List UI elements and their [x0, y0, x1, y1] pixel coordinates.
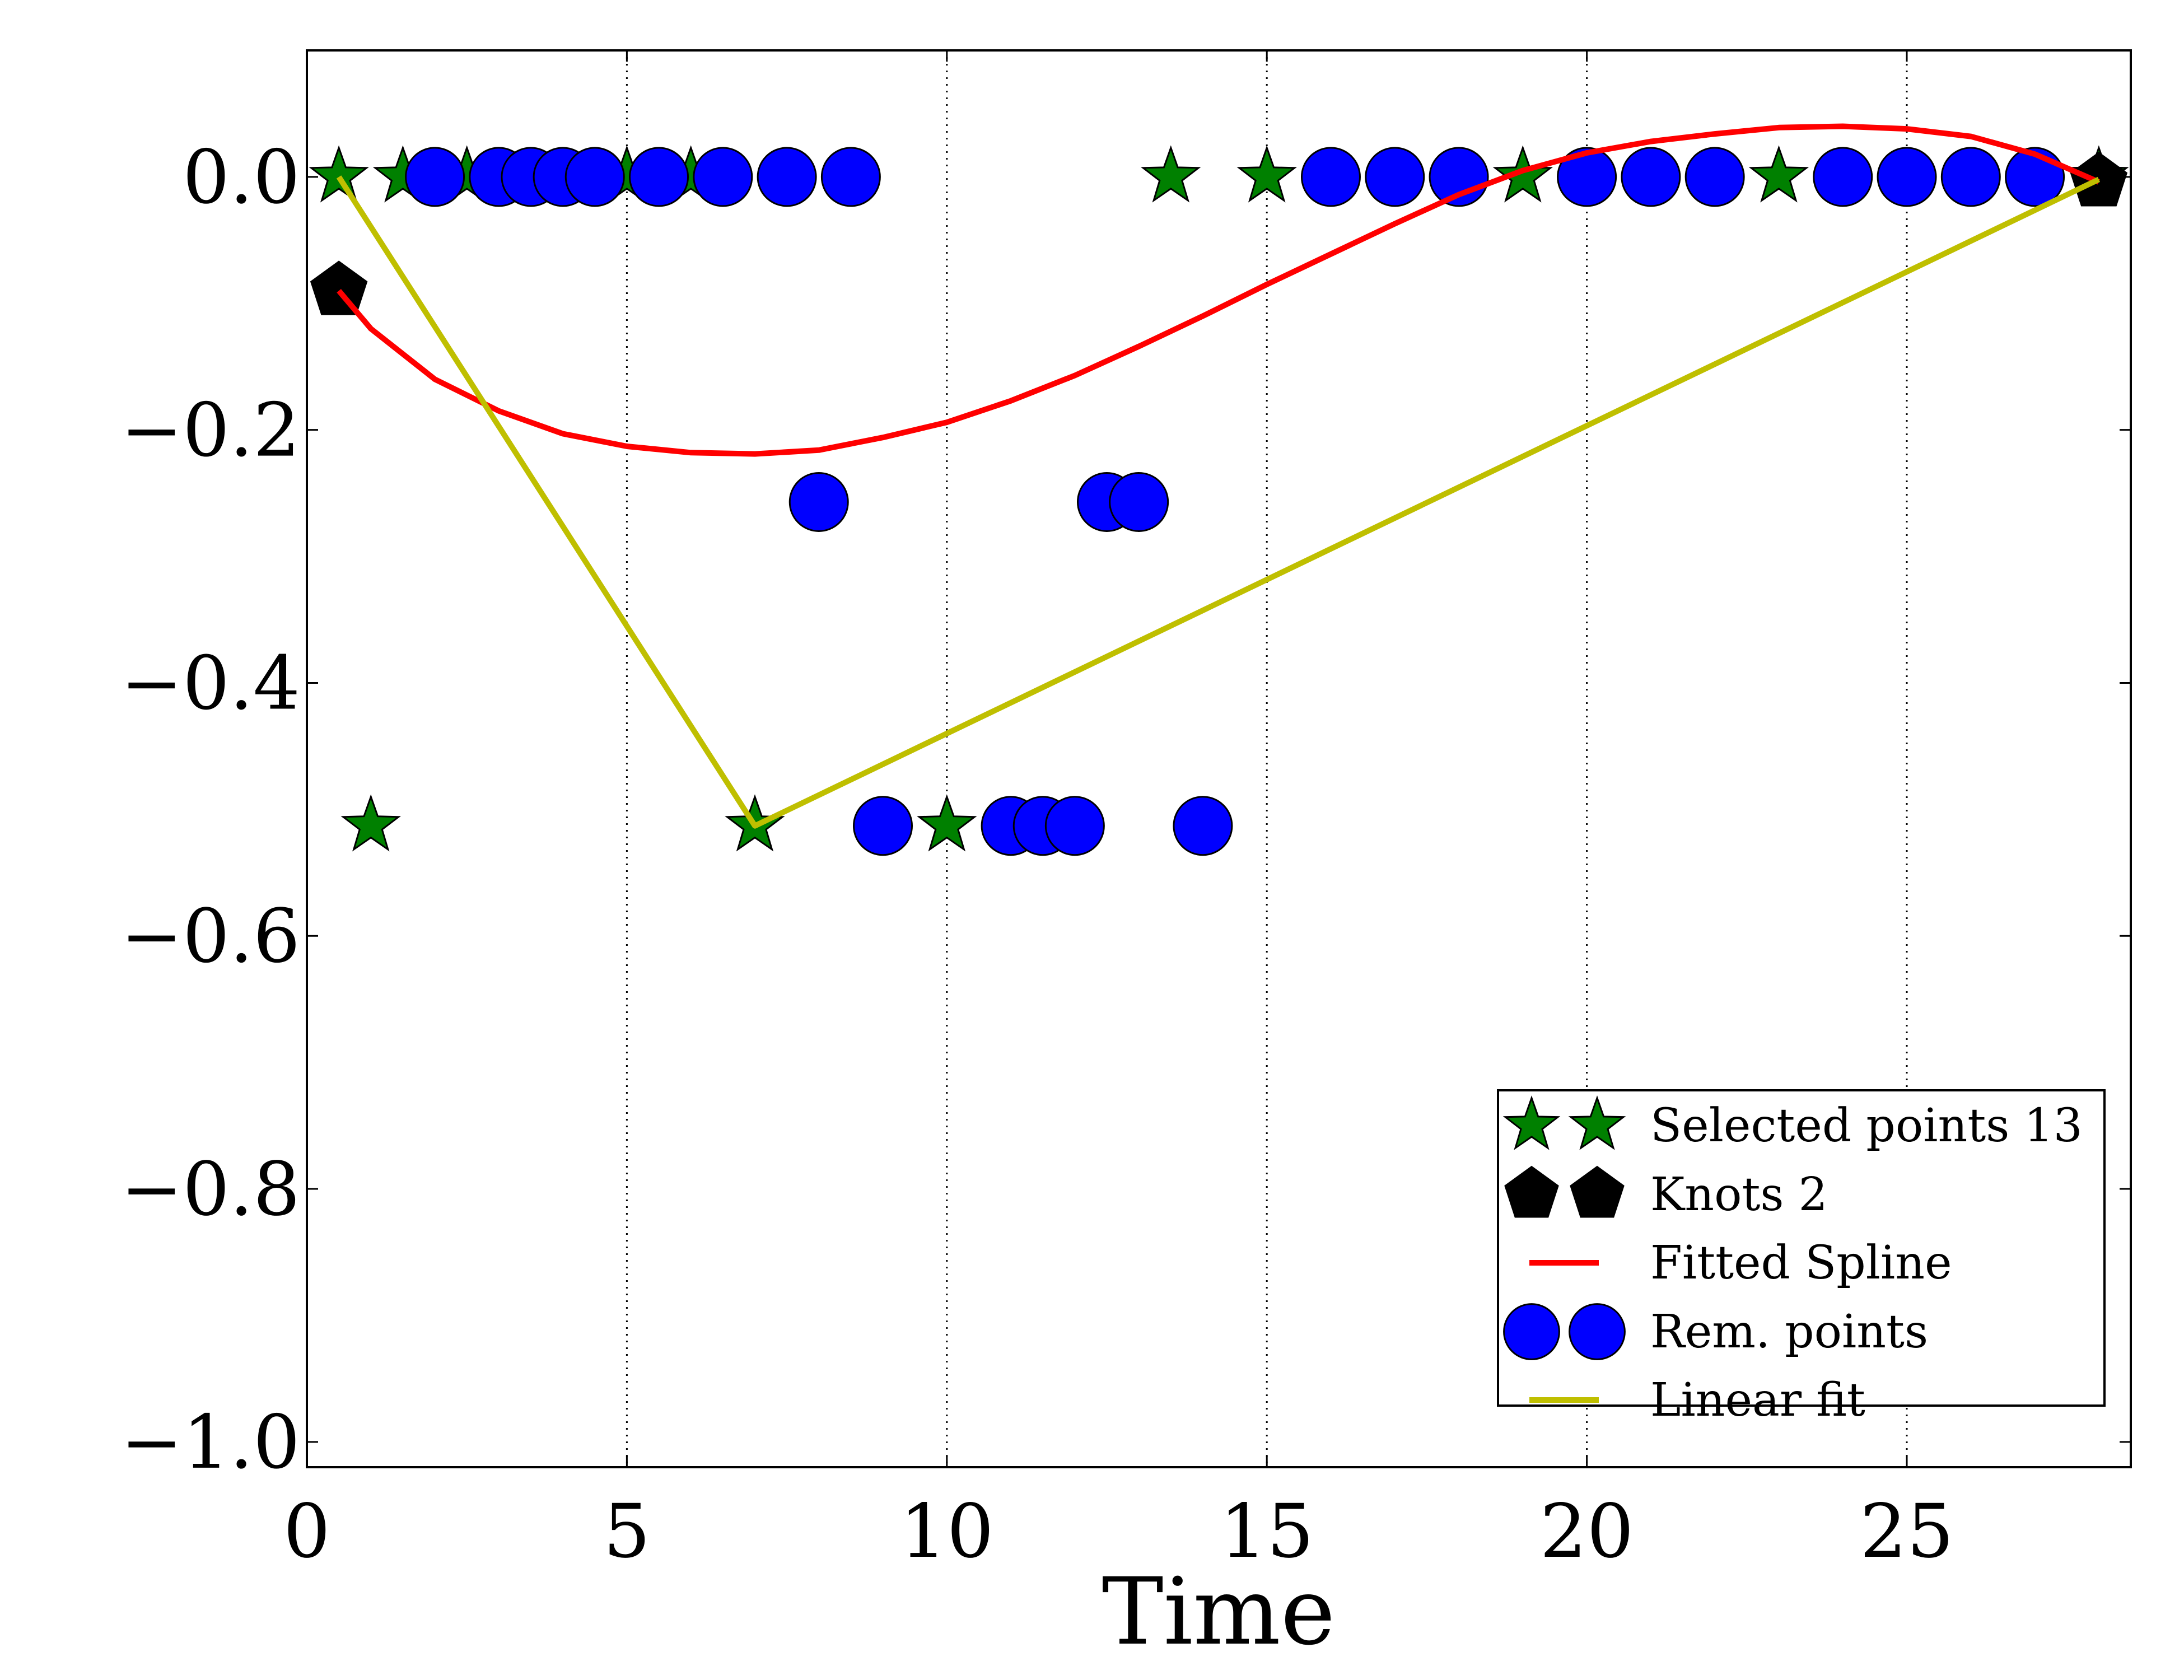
legend-pentagon-swatch	[1504, 1165, 1559, 1218]
legend-label: Rem. points	[1650, 1305, 1928, 1359]
y-tick-label: −0.4	[120, 640, 300, 726]
circle-marker	[1813, 147, 1873, 207]
legend-circle-swatch	[1569, 1303, 1626, 1360]
legend-label: Linear fit	[1650, 1374, 1865, 1427]
pentagon-marker	[310, 260, 368, 315]
circle-marker	[1300, 147, 1361, 207]
star-marker	[309, 145, 369, 203]
y-tick-label: −0.2	[120, 388, 300, 474]
legend-label: Selected points 13	[1650, 1099, 2083, 1152]
circle-marker	[1109, 472, 1169, 532]
circle-marker	[1684, 147, 1745, 207]
x-tick-label: 20	[1540, 1488, 1634, 1575]
circle-marker	[405, 147, 465, 207]
star-marker	[1236, 145, 1297, 203]
plot-frame	[306, 49, 2132, 1468]
star-marker	[1748, 145, 1809, 203]
x-tick-label: 10	[900, 1488, 994, 1575]
legend-label: Knots 2	[1650, 1168, 1828, 1221]
star-marker	[1141, 145, 1201, 203]
legend-pentagon-swatch	[1570, 1165, 1625, 1218]
circle-marker	[629, 147, 689, 207]
y-tick-label: 0.0	[183, 134, 300, 221]
y-tick-label: −0.8	[120, 1146, 300, 1233]
star-marker	[340, 794, 401, 852]
circle-marker	[1557, 147, 1617, 207]
y-tick-label: −1.0	[120, 1399, 300, 1486]
series-markers	[309, 123, 2129, 856]
x-tick-label: 25	[1860, 1488, 1954, 1575]
circle-marker	[1173, 796, 1233, 856]
series-line	[337, 123, 2100, 457]
circle-marker	[853, 796, 913, 856]
star-marker	[917, 794, 977, 852]
legend-star-swatch	[1568, 1095, 1626, 1150]
x-tick-label: 0	[283, 1488, 330, 1575]
circle-marker	[564, 147, 625, 207]
tick-labels: 0 5 10 15 20 25 0.0 −0.2 −0.4 −0.6 −0.8 −1.0	[120, 134, 1954, 1575]
circle-marker	[693, 147, 753, 207]
y-tick-label: −0.6	[120, 893, 300, 979]
legend: Selected points 13 Knots 2 Fitted Spline Re…	[1497, 1089, 2106, 1427]
circle-marker	[788, 472, 849, 532]
x-tick-label: 15	[1220, 1488, 1314, 1575]
series-line	[336, 175, 2101, 829]
circle-marker	[1621, 147, 1681, 207]
circle-marker	[820, 147, 881, 207]
circle-marker	[757, 147, 817, 207]
circle-marker	[1365, 147, 1425, 207]
legend-star-swatch	[1502, 1095, 1561, 1150]
circle-marker	[1877, 147, 1937, 207]
legend-circle-swatch	[1503, 1303, 1560, 1360]
legend-label: Fitted Spline	[1650, 1236, 1952, 1290]
x-tick-label: 5	[603, 1488, 650, 1575]
circle-marker	[1044, 796, 1105, 856]
x-axis-title: Time	[1102, 1558, 1336, 1665]
circle-marker	[1940, 147, 2001, 207]
